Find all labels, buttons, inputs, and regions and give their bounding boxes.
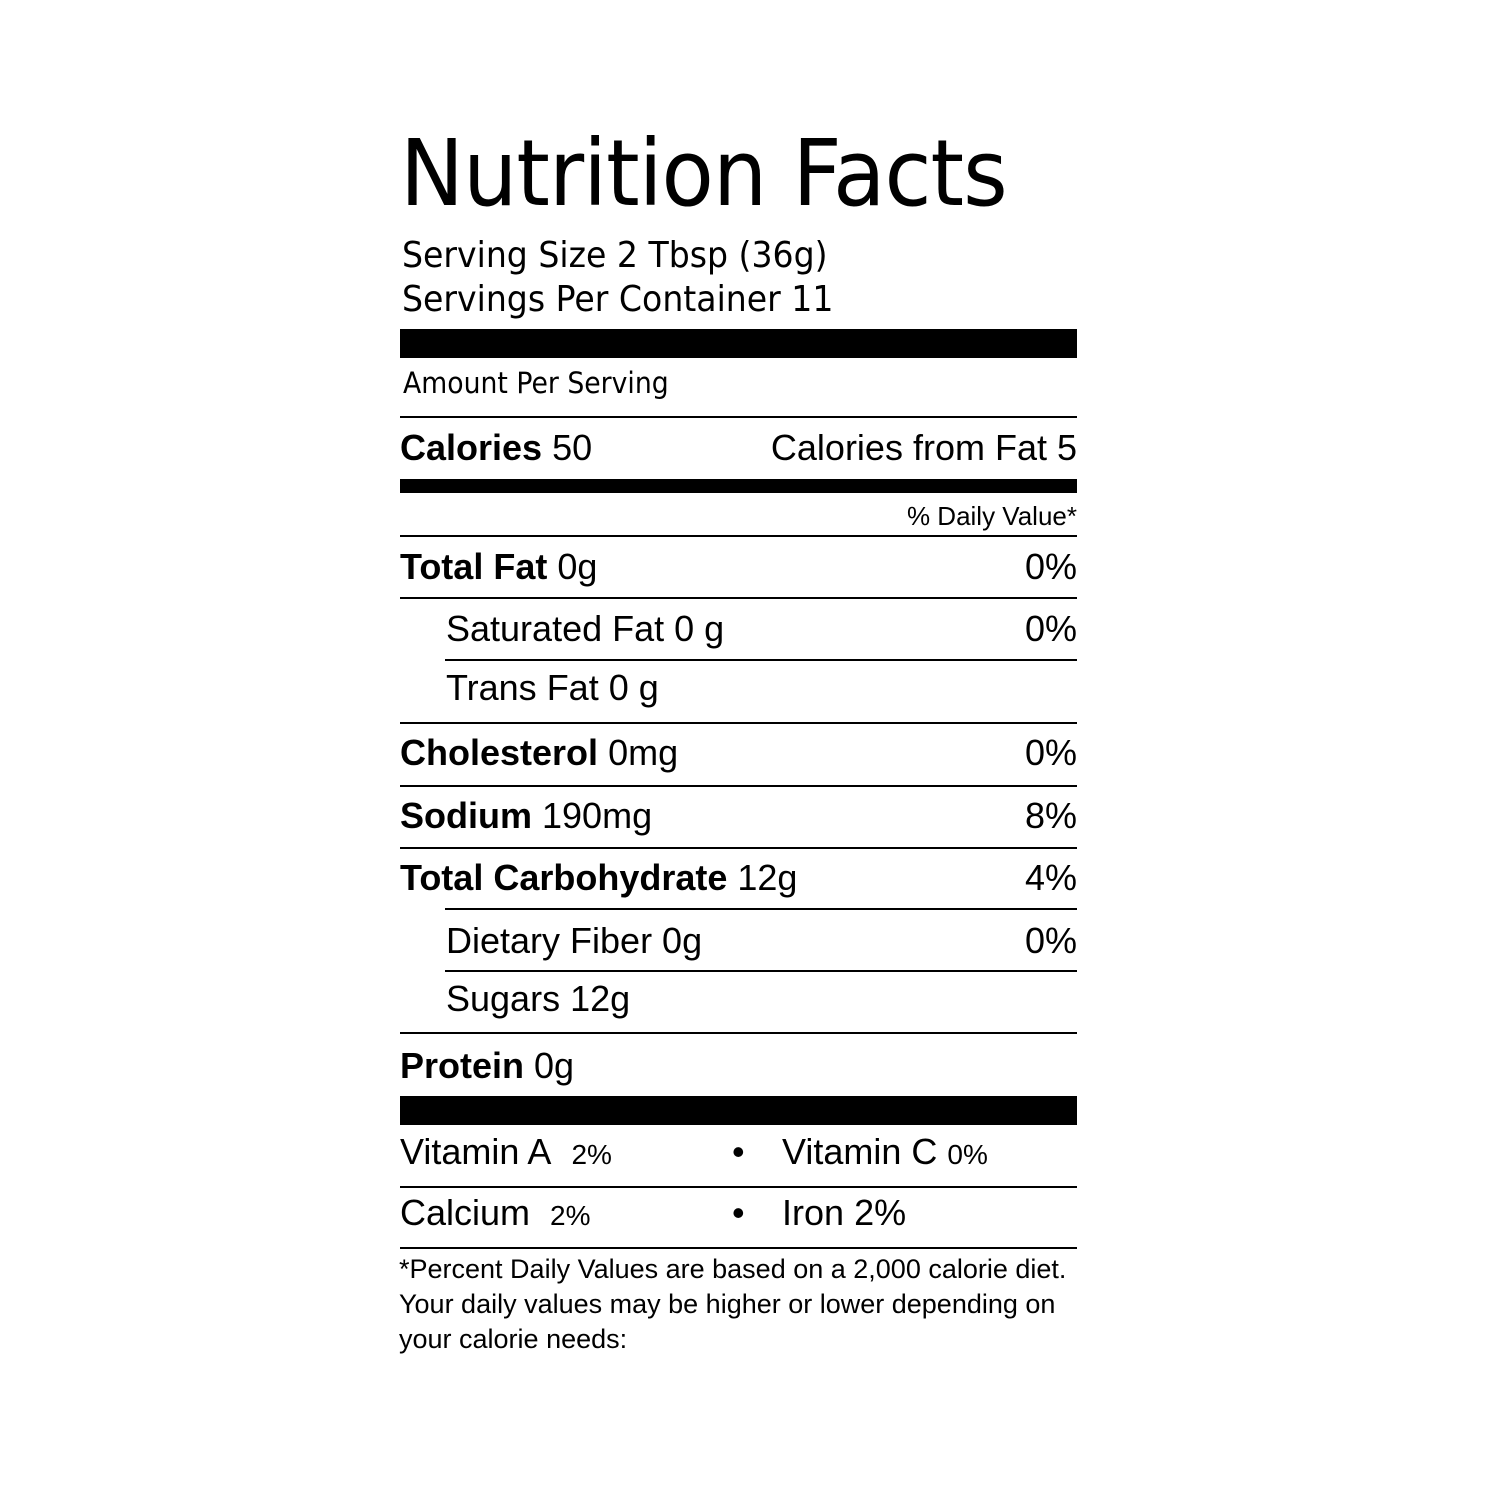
thick-divider [400,1096,1077,1125]
iron-label: Iron [782,1192,845,1233]
nutrient-label: Dietary Fiber 0g [446,920,703,961]
servings-per-container: Servings Per Container 11 [402,279,834,320]
nutrient-dv: 0% [1024,608,1077,649]
nutrient-row-sugars: Sugars 12g [446,977,1077,1021]
divider [400,416,1077,418]
calcium-label: Calcium [400,1192,531,1233]
vitamin-row-1: Vitamin A 2% • Vitamin C 0% [400,1130,1077,1174]
divider [400,1032,1077,1034]
nutrient-amount: 190mg [542,795,653,836]
calories-row: Calories 50 Calories from Fat 5 [400,426,1077,470]
nutrient-amount: 0g [557,546,598,587]
nutrient-row-trans-fat: Trans Fat 0 g [446,666,1077,710]
daily-value-header-row: % Daily Value* [400,494,1077,538]
nutrient-label: Protein [400,1045,525,1086]
thick-divider [400,329,1077,358]
calcium-value: 2% [550,1200,591,1231]
divider [445,908,1077,910]
divider [400,535,1077,537]
vitamin-c-value: 0% [947,1139,988,1170]
divider [400,847,1077,849]
footnote: *Percent Daily Values are based on a 2,0… [399,1254,1067,1354]
nutrient-row-sodium: Sodium 190mg 8% [400,794,1077,838]
nutrient-amount: 12g [737,857,798,898]
bullet: • [732,1131,745,1172]
nutrient-dv: 0% [1024,732,1077,773]
serving-size: Serving Size 2 Tbsp (36g) [402,235,828,276]
iron-value: 2% [854,1192,907,1233]
calories-label: Calories [400,427,543,468]
divider [400,1247,1077,1249]
divider [400,1186,1077,1188]
vitamin-row-2: Calcium 2% • Iron 2% [400,1191,1077,1235]
nutrient-label: Trans Fat 0 g [446,667,659,708]
calories-from-fat: Calories from Fat 5 [770,427,1077,468]
nutrient-dv: 0% [1024,920,1077,961]
medium-divider [400,479,1077,493]
vitamin-c-label: Vitamin C [782,1131,938,1172]
vitamin-a-value: 2% [571,1139,612,1170]
divider [400,722,1077,724]
nutrient-label: Total Fat [400,546,548,587]
bullet: • [732,1192,745,1233]
nutrient-label: Saturated Fat 0 g [446,608,725,649]
calories-value: 50 [552,427,593,468]
vitamin-a-label: Vitamin A [400,1131,552,1172]
divider [445,970,1077,972]
amount-per-serving: Amount Per Serving [403,366,669,400]
nutrient-row-total-fat: Total Fat 0g 0% [400,545,1077,589]
nutrient-row-total-carbohydrate: Total Carbohydrate 12g 4% [400,856,1077,900]
label-title: Nutrition Facts [400,120,1008,227]
nutrient-row-cholesterol: Cholesterol 0mg 0% [400,731,1077,775]
divider [445,659,1077,661]
nutrient-row-dietary-fiber: Dietary Fiber 0g 0% [446,919,1077,963]
nutrient-dv: 4% [1024,857,1077,898]
nutrient-label: Sugars 12g [446,978,631,1019]
divider [400,597,1077,599]
nutrient-label: Total Carbohydrate [400,857,728,898]
nutrient-amount: 0mg [608,732,679,773]
nutrient-dv: 8% [1024,795,1077,836]
nutrient-label: Sodium [400,795,532,836]
daily-value-header: % Daily Value* [906,501,1077,531]
nutrient-amount: 0g [534,1045,575,1086]
divider [400,785,1077,787]
nutrient-label: Cholesterol [400,732,599,773]
nutrient-row-saturated-fat: Saturated Fat 0 g 0% [446,607,1077,651]
nutrient-dv: 0% [1024,546,1077,587]
nutrient-row-protein: Protein 0g [400,1044,1077,1088]
